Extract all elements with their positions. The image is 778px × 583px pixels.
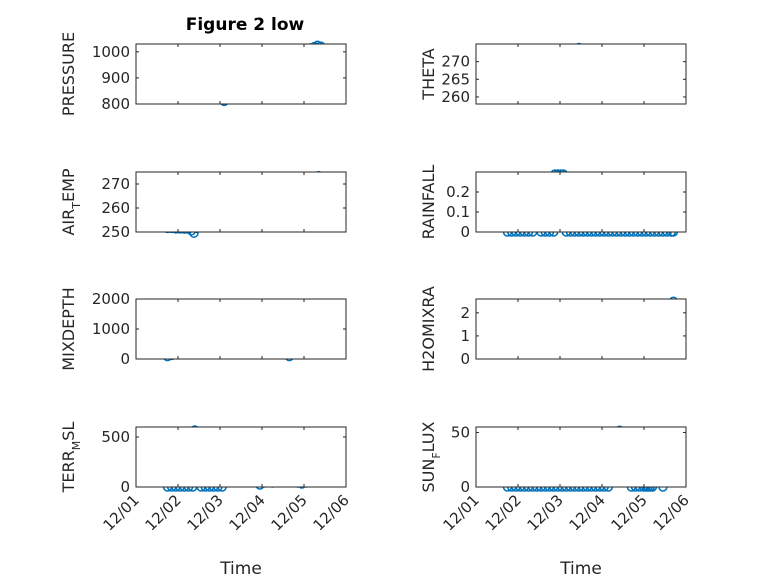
- y-tick-label: 500: [101, 428, 130, 446]
- y-tick-label: 2: [460, 304, 470, 322]
- y-tick-label: 0: [120, 478, 130, 496]
- y-tick-label: 900: [101, 69, 130, 87]
- y-axis-label-main: MIXDEPTH: [59, 287, 78, 370]
- y-tick-label: 270: [441, 53, 470, 71]
- y-axis-label-main: SUN: [419, 459, 438, 493]
- y-axis-label-main: THETA: [419, 48, 438, 100]
- y-axis-label-tail: LUX: [419, 421, 438, 452]
- axes-frame: [135, 426, 347, 488]
- y-axis-label-subscript: T: [70, 202, 83, 210]
- subplot-mixdepth: 0 1000 2000 MIXDEPTH: [59, 287, 347, 371]
- axes-frame: [135, 298, 347, 360]
- axes-frame: [475, 298, 687, 360]
- y-axis-label: PRESSURE: [59, 32, 78, 116]
- x-axis-label: Time: [559, 559, 602, 579]
- y-tick-label: 1000: [92, 43, 130, 61]
- x-tick-label: 12/06: [310, 491, 353, 534]
- y-axis-label-main: RAINFALL: [419, 165, 438, 240]
- y-axis-label-main: TERR: [59, 450, 78, 493]
- y-tick-label: 0: [460, 223, 470, 241]
- y-axis-label-main: H2OMIXRA: [419, 286, 438, 372]
- x-tick-label: 12/04: [566, 491, 609, 534]
- axes-frame: [475, 43, 687, 105]
- y-axis-label-main: PRESSURE: [59, 32, 78, 116]
- y-axis-label-subscript: M: [70, 441, 83, 451]
- y-tick-label: 260: [101, 199, 130, 217]
- y-tick-label: 1: [460, 327, 470, 345]
- y-tick-label: 270: [101, 175, 130, 193]
- subplot-terrmsl: 0 500 TERRMSL 12/0112/0212/0312/0412/0512/0…: [59, 422, 353, 579]
- subplot-rainfall: 0 0.1 0.2 RAINFALL: [419, 165, 687, 241]
- axes-frame: [135, 43, 347, 105]
- y-axis-label: SUNFLUX: [419, 421, 443, 492]
- y-tick-label: 2000: [92, 290, 130, 308]
- y-tick-label: 0: [120, 350, 130, 368]
- x-tick-label: 12/05: [268, 491, 311, 534]
- x-tick-label: 12/01: [440, 491, 483, 534]
- y-axis-label-tail: SL: [59, 422, 78, 441]
- y-tick-label: 0.2: [446, 183, 470, 201]
- y-axis-label: RAINFALL: [419, 165, 438, 240]
- axes-frame: [135, 171, 347, 233]
- subplot-sunflux: 050SUNFLUX12/0112/0212/0312/0412/0512/06…: [419, 421, 693, 579]
- x-tick-label: 12/06: [650, 491, 693, 534]
- x-tick-label: 12/04: [226, 491, 269, 534]
- y-tick-label: 260: [441, 88, 470, 106]
- y-tick-label: 0.1: [446, 203, 470, 221]
- x-tick-label: 12/05: [608, 491, 651, 534]
- x-tick-label: 12/02: [142, 491, 185, 534]
- y-axis-label: H2OMIXRA: [419, 286, 438, 372]
- y-tick-label: 250: [101, 223, 130, 241]
- y-tick-label: 1000: [92, 320, 130, 338]
- y-tick-label: 0: [460, 350, 470, 368]
- x-tick-label: 12/03: [184, 491, 227, 534]
- subplot-h2omixra: 0 1 2 H2OMIXRA: [419, 286, 687, 372]
- y-axis-label-tail: EMP: [59, 168, 78, 202]
- axes-frame: [475, 171, 687, 233]
- axes-frame: [475, 426, 687, 488]
- figure-title: Figure 2 low: [186, 15, 305, 35]
- y-axis-label-main: AIR: [59, 209, 78, 236]
- x-tick-label: 12/02: [482, 491, 525, 534]
- y-axis-label: TERRMSL: [59, 422, 83, 494]
- x-tick-label: 12/01: [100, 491, 143, 534]
- x-tick-label: 12/03: [524, 491, 567, 534]
- subplot-airtemp: 250 260 270 AIRTEMP: [59, 168, 347, 241]
- y-axis-label: MIXDEPTH: [59, 287, 78, 370]
- y-tick-label: 0: [460, 478, 470, 496]
- subplot-pressure: 800 900 1000 PRESSURE: [59, 32, 347, 116]
- y-tick-label: 50: [451, 423, 470, 441]
- y-axis-label: AIRTEMP: [59, 168, 83, 235]
- y-axis-label: THETA: [419, 48, 438, 100]
- y-axis-label-subscript: F: [430, 452, 443, 458]
- x-axis-label: Time: [219, 559, 262, 579]
- y-tick-label: 800: [101, 95, 130, 113]
- y-tick-label: 265: [441, 70, 470, 88]
